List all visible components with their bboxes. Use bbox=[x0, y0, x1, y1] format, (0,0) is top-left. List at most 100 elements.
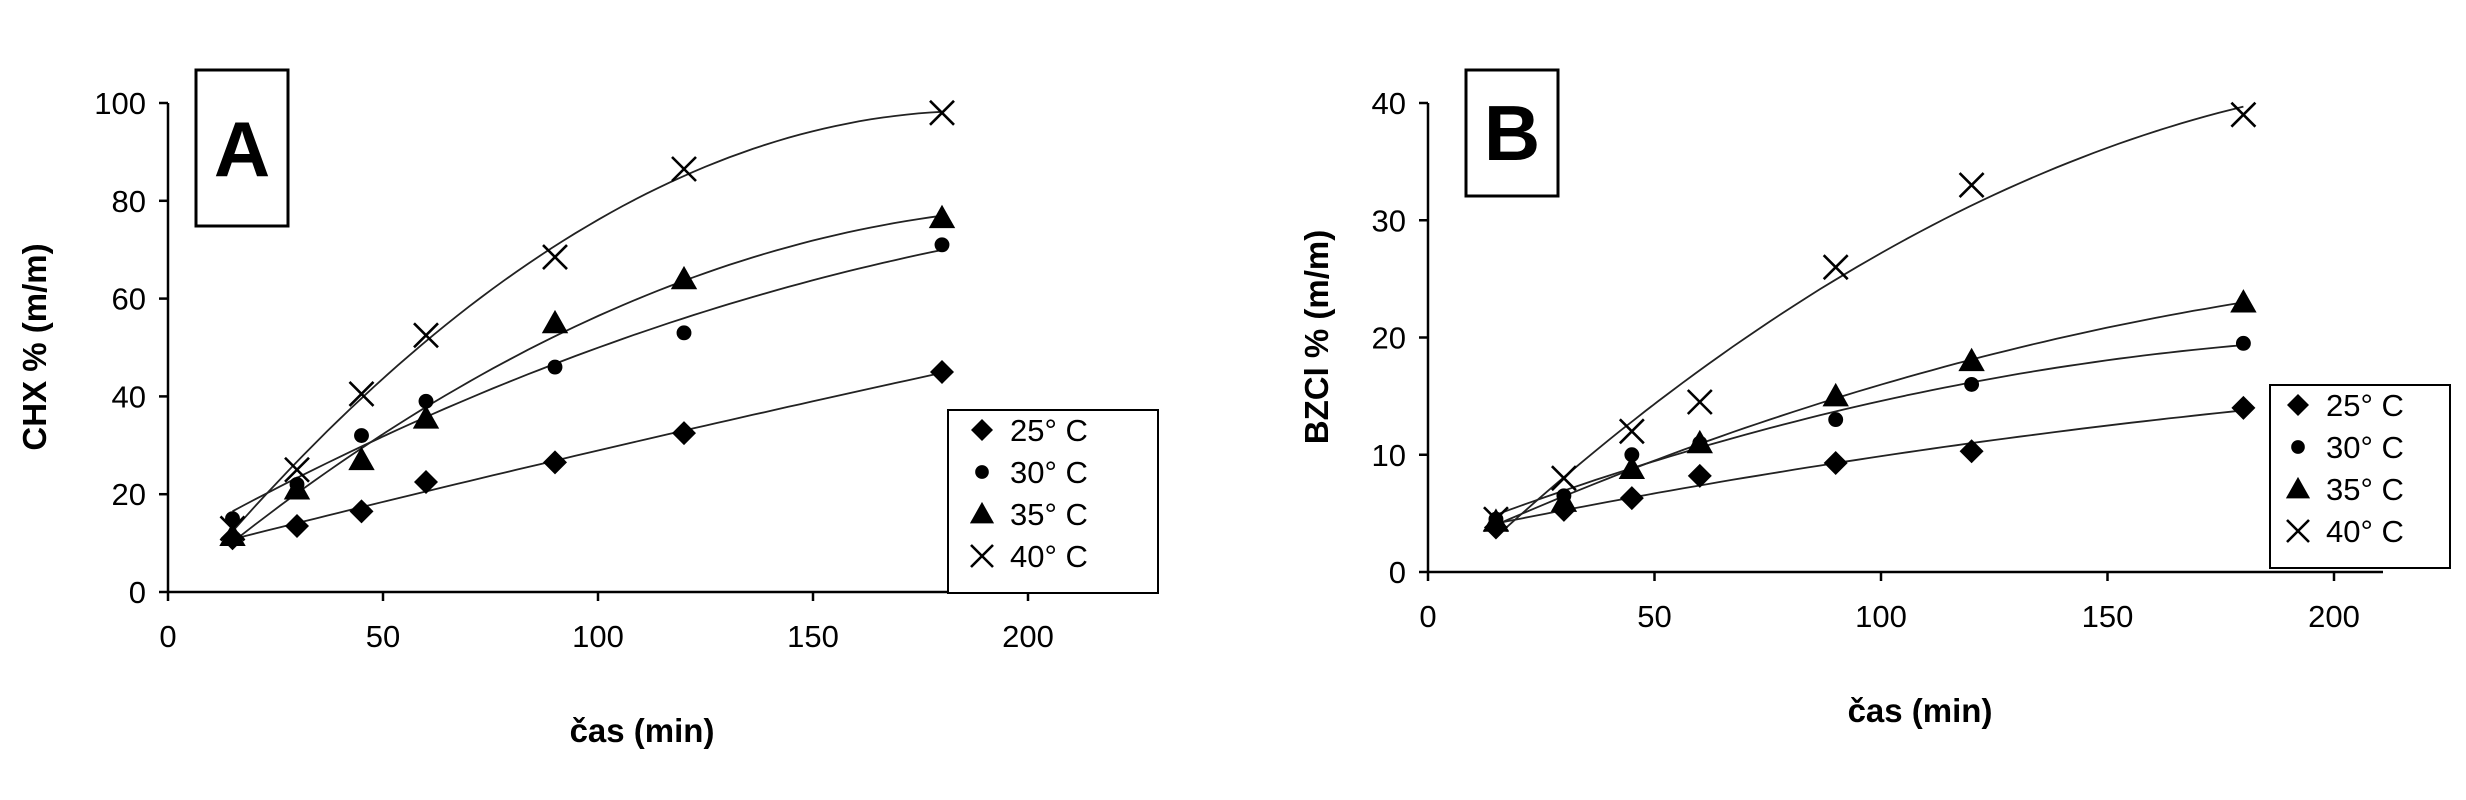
data-point bbox=[547, 359, 563, 375]
data-point bbox=[676, 325, 692, 341]
data-point bbox=[929, 99, 955, 126]
trend-line bbox=[231, 110, 943, 532]
y-tick-label: 80 bbox=[112, 184, 146, 219]
panel-label: B bbox=[1484, 89, 1540, 177]
legend-marker bbox=[2291, 440, 2305, 454]
y-tick-label: 20 bbox=[1372, 321, 1406, 356]
data-point bbox=[414, 469, 438, 494]
data-point bbox=[1959, 439, 1984, 464]
legend-label: 35° C bbox=[2326, 472, 2404, 507]
panel-label-box bbox=[1464, 68, 1560, 198]
data-point bbox=[1550, 465, 1577, 492]
trend-lines bbox=[1495, 105, 2244, 538]
legend-items: 25° C 30° C 35° C 40° C bbox=[2285, 388, 2404, 549]
data-point bbox=[1624, 447, 1640, 463]
data-point bbox=[348, 446, 375, 471]
y-tick-label: 60 bbox=[112, 282, 146, 317]
data-point bbox=[1822, 254, 1849, 281]
data-point bbox=[1828, 412, 1844, 428]
trend-line bbox=[1495, 409, 2244, 525]
x-axis-title: čas (min) bbox=[1848, 692, 1993, 729]
trend-line bbox=[231, 214, 943, 543]
y-axis-title: BZCl % (m/m) bbox=[1298, 230, 1335, 445]
data-point bbox=[541, 309, 569, 334]
data-point bbox=[219, 522, 246, 546]
trend-line bbox=[232, 249, 943, 513]
data-point bbox=[672, 421, 696, 446]
legend-marker bbox=[975, 465, 989, 479]
data-point bbox=[1687, 463, 1712, 488]
legend-marker bbox=[970, 544, 994, 568]
data-point bbox=[1483, 506, 1509, 533]
chart-panel-a: A čas (min) CHX % (m/m) 0 50 100 150 200 0 20 4… bbox=[16, 68, 1159, 749]
data-point bbox=[1958, 172, 1985, 198]
y-tick-label: 30 bbox=[1372, 203, 1406, 238]
data-point bbox=[412, 405, 440, 429]
data-point bbox=[283, 476, 311, 500]
data-point bbox=[934, 237, 950, 253]
data-points bbox=[219, 99, 956, 551]
x-tick-label: 150 bbox=[787, 619, 839, 654]
data-point bbox=[1823, 450, 1848, 475]
legend-marker bbox=[971, 419, 993, 441]
legend-marker bbox=[969, 501, 995, 524]
data-point bbox=[930, 359, 954, 384]
data-points bbox=[1482, 101, 2257, 540]
data-point bbox=[285, 513, 309, 538]
data-point bbox=[1958, 347, 1985, 372]
y-tick-label: 0 bbox=[129, 575, 146, 610]
panel-label-box bbox=[194, 68, 290, 228]
y-tick-label: 10 bbox=[1372, 438, 1406, 473]
y-tick-label: 40 bbox=[1372, 86, 1406, 121]
data-point bbox=[349, 499, 374, 524]
y-tick-label: 40 bbox=[112, 379, 146, 414]
data-point bbox=[2231, 395, 2256, 420]
y-tick-label: 100 bbox=[94, 86, 146, 121]
legend-label: 25° C bbox=[2326, 388, 2404, 423]
data-point bbox=[418, 393, 434, 409]
data-point bbox=[225, 511, 240, 527]
trend-lines bbox=[231, 110, 943, 543]
x-tick-label: 150 bbox=[2082, 599, 2134, 634]
data-point bbox=[542, 244, 568, 270]
panel-label: A bbox=[214, 105, 270, 193]
y-tick-label: 0 bbox=[1389, 555, 1406, 590]
data-point bbox=[354, 428, 369, 443]
trend-line bbox=[1495, 344, 2244, 516]
legend-marker bbox=[2285, 476, 2311, 499]
legend-marker bbox=[2287, 394, 2309, 416]
legend-label: 40° C bbox=[2326, 514, 2404, 549]
data-point bbox=[348, 381, 375, 407]
data-point bbox=[2235, 335, 2251, 351]
data-point bbox=[1618, 455, 1646, 480]
x-tick-label: 200 bbox=[2308, 599, 2360, 634]
data-point bbox=[1686, 429, 1713, 454]
x-tick-label: 0 bbox=[159, 619, 176, 654]
data-point bbox=[1822, 382, 1849, 407]
data-point bbox=[1619, 486, 1644, 511]
legend-label: 40° C bbox=[1010, 539, 1088, 574]
data-point bbox=[670, 265, 698, 290]
trend-line bbox=[232, 371, 943, 541]
ticks: 0 50 100 150 200 0 10 20 30 40 bbox=[1372, 86, 2360, 634]
y-axis-title: CHX % (m/m) bbox=[16, 243, 53, 450]
y-tick-label: 20 bbox=[112, 477, 146, 512]
data-point bbox=[1964, 376, 1980, 392]
legend-marker bbox=[2286, 519, 2310, 543]
legend-label: 30° C bbox=[2326, 430, 2404, 465]
x-tick-label: 50 bbox=[366, 619, 400, 654]
legend: 25° C 30° C 35° C 40° C bbox=[2269, 384, 2451, 569]
chart-panel-b: B čas (min) BZCl % (m/m) 0 50 100 150 200 0 10… bbox=[1298, 68, 2451, 729]
data-point bbox=[2230, 101, 2257, 128]
legend-label: 30° C bbox=[1010, 455, 1088, 490]
x-tick-label: 200 bbox=[1002, 619, 1054, 654]
data-point bbox=[1550, 488, 1578, 512]
data-point bbox=[2230, 289, 2257, 313]
legend-label: 25° C bbox=[1010, 413, 1088, 448]
data-point bbox=[928, 204, 956, 229]
data-point bbox=[543, 450, 567, 475]
ticks: 0 50 100 150 200 0 20 40 60 80 100 bbox=[94, 86, 1054, 654]
x-tick-label: 0 bbox=[1419, 599, 1436, 634]
legend-box bbox=[2269, 384, 2451, 569]
data-point bbox=[284, 456, 310, 483]
